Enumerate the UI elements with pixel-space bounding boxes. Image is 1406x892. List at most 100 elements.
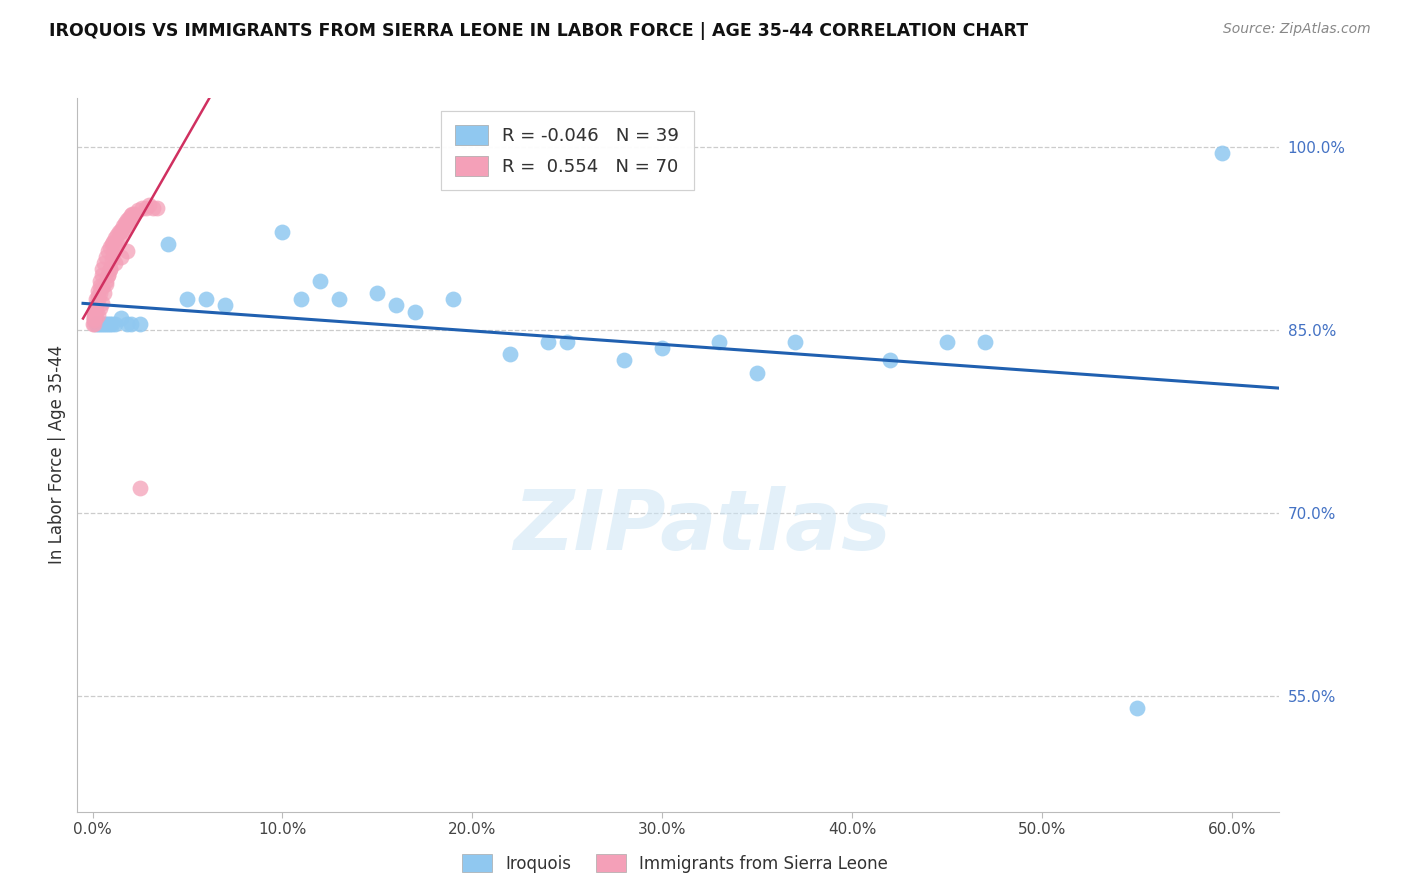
Point [105,227,128,242]
Point [1211,146,1233,161]
Point [89,301,111,315]
Point [195,293,218,307]
Point [87,284,110,298]
Point [91,261,114,276]
Point [93,317,115,331]
Point [214,298,236,312]
Point [117,213,139,227]
Point [309,274,332,288]
Point [108,231,131,245]
Point [87,293,110,307]
Point [97,244,120,258]
Text: ZIPatlas: ZIPatlas [513,486,891,566]
Point [98,261,121,276]
Point [555,335,578,350]
Point [86,317,108,331]
Point [104,317,127,331]
Point [89,279,111,293]
Point [385,298,408,312]
Point [83,313,105,327]
Point [404,304,426,318]
Point [709,335,731,350]
Point [366,286,388,301]
Point [87,289,110,303]
Legend: Iroquois, Immigrants from Sierra Leone: Iroquois, Immigrants from Sierra Leone [456,847,894,880]
Point [103,235,125,249]
Point [93,256,115,270]
Point [100,317,122,331]
Point [83,308,105,322]
Point [120,211,142,225]
Point [86,293,108,307]
Point [82,317,104,331]
Point [93,286,115,301]
Point [98,240,121,254]
Point [135,201,157,215]
Point [94,250,117,264]
Point [290,293,312,307]
Point [87,317,110,331]
Point [97,317,120,331]
Point [936,335,959,350]
Point [115,213,138,227]
Point [98,261,121,276]
Point [103,247,125,261]
Point [124,207,146,221]
Point [176,293,198,307]
Point [94,274,117,288]
Point [89,317,111,331]
Point [129,317,152,331]
Point [105,237,128,252]
Point [785,335,807,350]
Text: Source: ZipAtlas.com: Source: ZipAtlas.com [1223,22,1371,37]
Point [613,353,636,368]
Point [146,201,169,215]
Point [651,341,673,355]
Point [142,201,165,215]
Point [86,298,108,312]
Point [120,317,142,331]
Point [114,215,136,229]
Point [328,293,350,307]
Point [100,237,122,252]
Point [441,293,464,307]
Point [157,237,180,252]
Point [879,353,901,368]
Point [83,310,105,325]
Point [86,298,108,312]
Point [129,482,152,496]
Point [94,277,117,291]
Point [121,207,143,221]
Point [115,244,138,258]
Point [108,225,131,239]
Point [111,219,134,234]
Point [91,317,114,331]
Point [271,225,294,239]
Point [89,274,111,288]
Point [110,225,132,239]
Y-axis label: In Labor Force | Age 35-44: In Labor Force | Age 35-44 [48,345,66,565]
Point [131,201,153,215]
Point [83,317,105,331]
Point [110,310,132,325]
Point [115,317,138,331]
Point [86,304,108,318]
Point [115,215,138,229]
Point [1126,701,1149,715]
Point [120,208,142,222]
Point [98,317,121,331]
Legend: R = -0.046   N = 39, R =  0.554   N = 70: R = -0.046 N = 39, R = 0.554 N = 70 [441,111,693,190]
Text: IROQUOIS VS IMMIGRANTS FROM SIERRA LEONE IN LABOR FORCE | AGE 35-44 CORRELATION : IROQUOIS VS IMMIGRANTS FROM SIERRA LEONE… [49,22,1028,40]
Point [97,268,120,282]
Point [91,280,114,294]
Point [100,252,122,267]
Point [104,231,127,245]
Point [110,250,132,264]
Point [86,310,108,325]
Point [89,286,111,301]
Point [138,198,160,212]
Point [747,366,769,380]
Point [91,268,114,282]
Point [111,223,134,237]
Point [537,335,560,350]
